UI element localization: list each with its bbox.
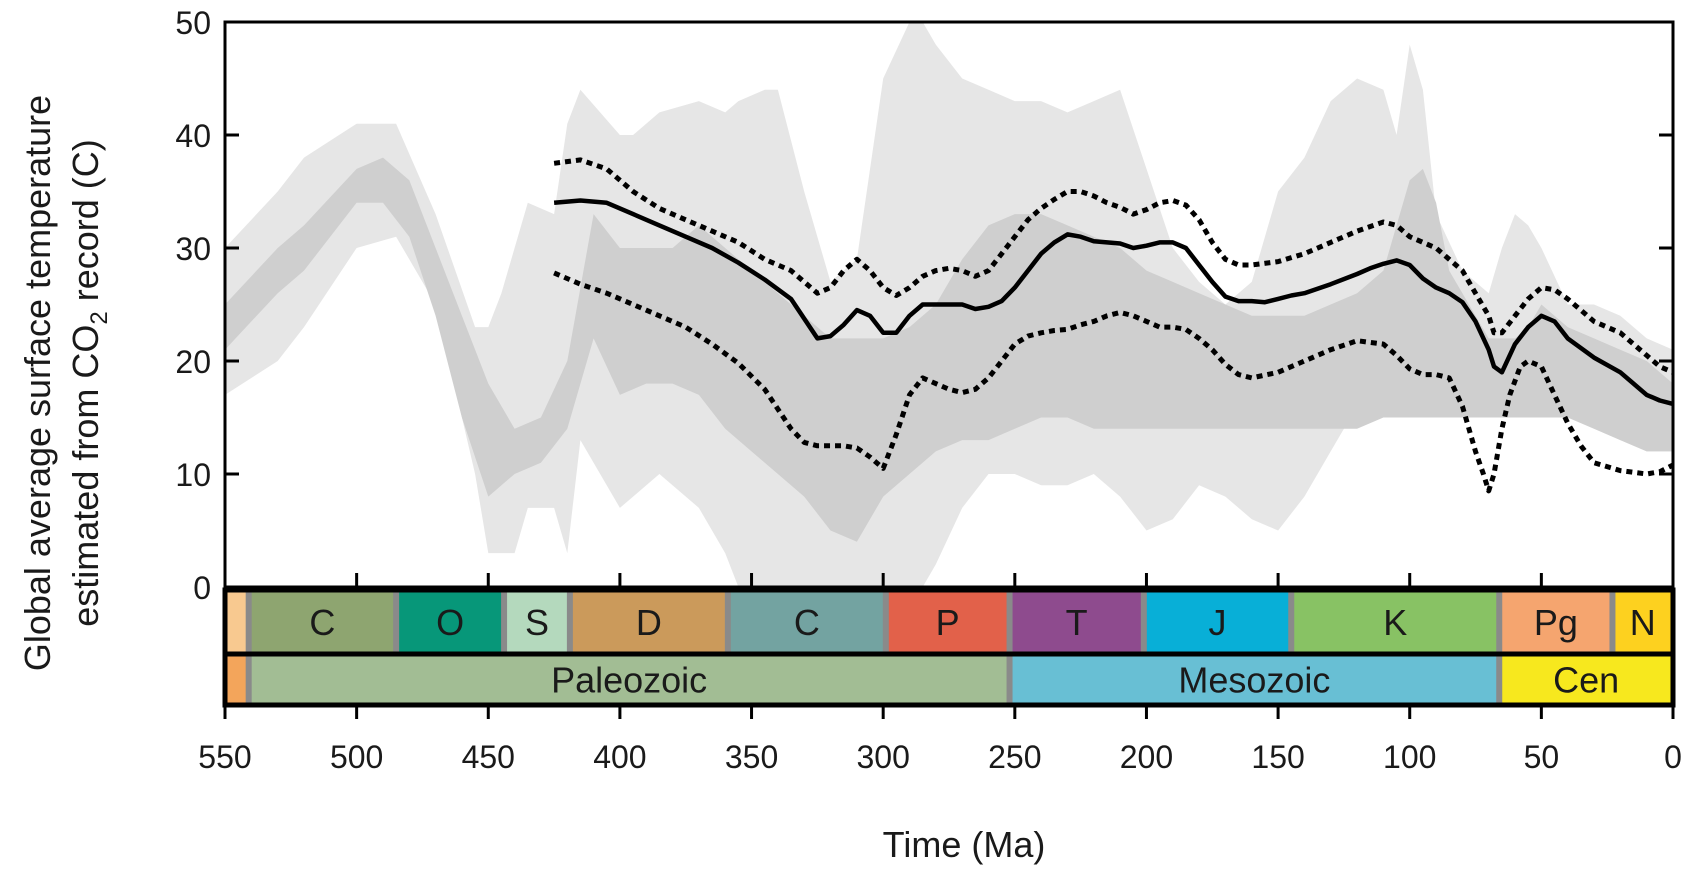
era-label-2: Mesozoic xyxy=(1178,660,1330,701)
period-block-6 xyxy=(885,590,1010,654)
period-block-11 xyxy=(1612,590,1673,654)
x-tick-label-9: 100 xyxy=(1383,739,1436,775)
x-tick-label-6: 250 xyxy=(988,739,1041,775)
era-block-0 xyxy=(225,654,249,705)
period-block-3 xyxy=(504,590,570,654)
era-boundary-3 xyxy=(1496,654,1503,705)
period-boundary-1 xyxy=(245,590,252,654)
era-label-3: Cen xyxy=(1553,660,1619,701)
period-boundary-6 xyxy=(882,590,889,654)
period-boundary-5 xyxy=(724,590,731,654)
x-tick-label-2: 450 xyxy=(462,739,515,775)
period-label-11: N xyxy=(1630,602,1656,643)
period-block-2 xyxy=(396,590,505,654)
x-tick-label-7: 200 xyxy=(1120,739,1173,775)
period-boundary-9 xyxy=(1288,590,1295,654)
y-tick-label-2: 20 xyxy=(175,344,211,380)
era-block-2 xyxy=(1009,654,1500,705)
era-boundary-1 xyxy=(245,654,252,705)
period-block-0 xyxy=(225,590,249,654)
x-axis-title: Time (Ma) xyxy=(883,824,1046,865)
x-tick-label-4: 350 xyxy=(725,739,778,775)
x-tick-label-10: 50 xyxy=(1524,739,1560,775)
period-boundary-10 xyxy=(1496,590,1503,654)
period-block-8 xyxy=(1143,590,1292,654)
period-block-10 xyxy=(1499,590,1613,654)
period-label-4: D xyxy=(636,602,662,643)
y-axis-title-line2-pre: estimated from CO xyxy=(65,325,106,627)
period-label-2: O xyxy=(436,602,464,643)
period-block-9 xyxy=(1291,590,1500,654)
era-label-1: Paleozoic xyxy=(551,660,707,701)
y-tick-label-1: 10 xyxy=(175,457,211,493)
y-axis-title: Global average surface temperature xyxy=(17,95,58,671)
period-label-8: J xyxy=(1209,602,1227,643)
median-temperature-line xyxy=(553,198,1673,407)
x-tick-label-8: 150 xyxy=(1251,739,1304,775)
y-axis-title-line2: estimated from CO2 record (C) xyxy=(65,139,113,626)
era-block-1 xyxy=(248,654,1010,705)
temperature-series xyxy=(553,157,1673,494)
period-block-4 xyxy=(569,590,728,654)
period-label-9: K xyxy=(1383,602,1407,643)
y-axis-title-line2-sub: 2 xyxy=(86,311,113,324)
period-boundary-11 xyxy=(1609,590,1616,654)
period-block-7 xyxy=(1009,590,1144,654)
plot-border xyxy=(223,20,1675,589)
x-tick-label-0: 550 xyxy=(198,739,251,775)
period-label-7: T xyxy=(1066,602,1088,643)
y-tick-label-3: 30 xyxy=(175,231,211,267)
period-block-5 xyxy=(727,590,886,654)
confidence-bound-line-2 xyxy=(553,270,1673,494)
plot-frame xyxy=(223,20,1675,589)
geologic-timescale: C O S D C P T J K Pg N Paleozoic Mesozoic Cen xyxy=(222,587,1676,708)
y-axis-title-2: estimated from CO2 record (C) xyxy=(65,139,113,626)
x-tick-label-3: 400 xyxy=(593,739,646,775)
y-axis-title-line2-post: record (C) xyxy=(65,139,106,311)
period-label-6: P xyxy=(936,602,960,643)
y-axis-ticks: 0 10 20 30 40 50 xyxy=(175,5,1673,606)
y-axis-title-line1: Global average surface temperature xyxy=(17,95,58,671)
period-boundary-8 xyxy=(1140,590,1147,654)
y-tick-label-0: 0 xyxy=(193,570,211,606)
confidence-bound-line-1 xyxy=(553,157,1673,375)
y-tick-label-5: 50 xyxy=(175,5,211,41)
period-boundary-2 xyxy=(393,590,400,654)
x-axis-ticks: 550 500 450 400 350 300 250 200 150 100 50 0 xyxy=(198,573,1682,775)
era-boundary-2 xyxy=(1006,654,1013,705)
period-boundary-3 xyxy=(501,590,508,654)
period-block-1 xyxy=(248,590,397,654)
x-tick-label-5: 300 xyxy=(856,739,909,775)
period-label-5: C xyxy=(794,602,820,643)
period-boundary-7 xyxy=(1006,590,1013,654)
period-label-10: Pg xyxy=(1534,602,1578,643)
y-tick-label-4: 40 xyxy=(175,118,211,154)
inner-uncertainty-band xyxy=(225,157,1673,542)
x-tick-label-1: 500 xyxy=(330,739,383,775)
period-label-3: S xyxy=(525,602,549,643)
timescale-border xyxy=(222,587,1676,708)
x-tick-label-11: 0 xyxy=(1664,739,1682,775)
period-label-1: C xyxy=(309,602,335,643)
period-boundary-4 xyxy=(566,590,573,654)
era-block-3 xyxy=(1499,654,1673,705)
